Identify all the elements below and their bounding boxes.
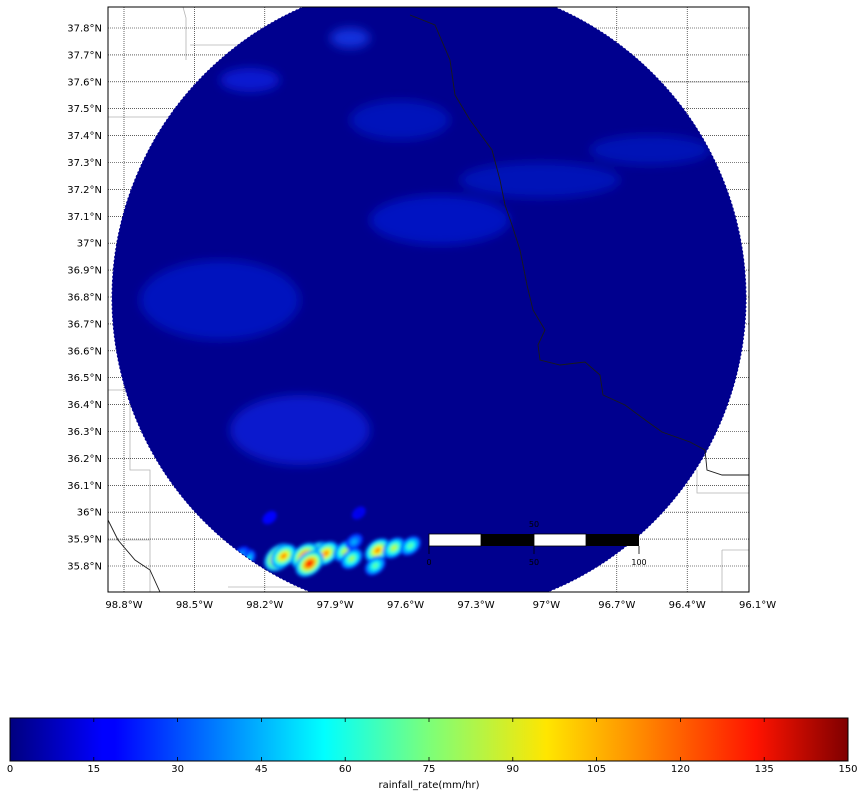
lat-tick-label: 37°N [77,239,102,250]
colorbar-tick-label: 150 [838,764,857,775]
colorbar-ticks: 0 15 30 45 60 75 90 105 120 135 150 [7,718,858,775]
scale-bar-right-label: 100 [631,558,646,567]
rain-cell [391,545,397,551]
rain-cell [306,560,313,567]
lon-tick-label: 97.6°W [387,600,424,611]
colorbar-tick-label: 0 [7,764,13,775]
colorbar-gradient [9,717,849,762]
colorbar: 0 15 30 45 60 75 90 105 120 135 150 rainfall_rate(… [7,717,858,791]
lon-tick-label: 96.7°W [598,600,635,611]
lat-tick-label: 37.8°N [67,24,102,35]
scale-bar-left-label: 0 [426,558,431,567]
lat-tick-label: 36.9°N [67,266,102,277]
longitude-labels: 98.8°W 98.5°W 98.2°W 97.9°W 97.6°W 97.3°W 97°W… [105,600,776,611]
lon-tick-label: 98.8°W [105,600,142,611]
scale-bar-mid-label: 50 [529,558,539,567]
colorbar-tick-label: 120 [671,764,690,775]
lat-tick-label: 36.5°N [67,373,102,384]
lat-tick-label: 35.8°N [67,562,102,573]
latitude-labels: 37.8°N 37.7°N 37.6°N 37.5°N 37.4°N 37.3°N 37.2… [67,24,102,573]
colorbar-tick-label: 60 [339,764,352,775]
lat-tick-label: 35.9°N [67,535,102,546]
lat-tick-label: 36.2°N [67,454,102,465]
radar-coverage-disk [111,7,747,592]
lat-tick-label: 36.7°N [67,319,102,330]
lat-tick-label: 36.4°N [67,400,102,411]
rain-cell [322,550,330,557]
lat-tick-label: 36°N [77,508,102,519]
lat-tick-label: 36.8°N [67,293,102,304]
lat-tick-label: 37.5°N [67,104,102,115]
rain-cell [267,515,272,520]
lat-tick-label: 36.6°N [67,346,102,357]
colorbar-tick-label: 15 [87,764,100,775]
colorbar-tick-label: 30 [171,764,184,775]
river-boundary [409,14,749,476]
rain-cell [408,543,413,549]
rain-cell [349,556,355,562]
rain-cell [374,547,381,554]
lon-tick-label: 96.4°W [669,600,706,611]
colorbar-tick-label: 135 [755,764,774,775]
colorbar-tick-label: 90 [506,764,519,775]
colorbar-tick-label: 75 [423,764,436,775]
colorbar-label: rainfall_rate(mm/hr) [379,780,480,791]
rain-cell [352,539,357,544]
scale-bar-top-label: 50 [529,520,539,529]
lat-tick-label: 36.1°N [67,481,102,492]
lon-tick-label: 97.9°W [317,600,354,611]
colorbar-tick-label: 45 [255,764,268,775]
lat-tick-label: 37.4°N [67,131,102,142]
lat-tick-label: 37.2°N [67,185,102,196]
lat-tick-label: 37.6°N [67,77,102,88]
lon-tick-label: 97°W [533,600,561,611]
rain-cell [372,563,378,569]
colorbar-tick-label: 105 [587,764,606,775]
lat-tick-label: 37.3°N [67,158,102,169]
lon-tick-label: 96.1°W [739,600,776,611]
scale-bar: 50 0 50 100 [426,520,646,567]
lon-tick-label: 98.2°W [246,600,283,611]
rain-cell [357,511,361,515]
lat-tick-label: 36.3°N [67,427,102,438]
map-frame [107,6,750,593]
state-boundary [108,519,161,592]
lat-tick-label: 37.7°N [67,50,102,61]
lon-tick-label: 97.3°W [457,600,494,611]
lat-tick-label: 37.1°N [67,212,102,223]
lon-tick-label: 98.5°W [176,600,213,611]
rain-cell [280,553,287,559]
